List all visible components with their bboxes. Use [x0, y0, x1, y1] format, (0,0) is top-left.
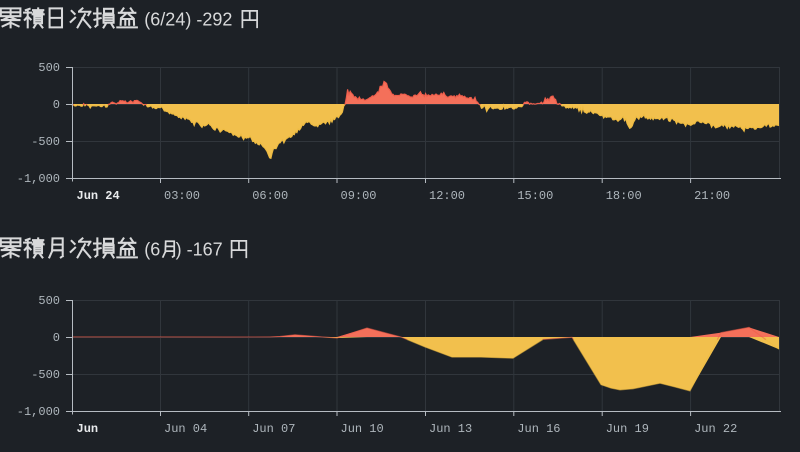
- svg-text:-500: -500: [31, 135, 60, 149]
- svg-text:-500: -500: [31, 368, 60, 382]
- svg-text:500: 500: [38, 61, 60, 75]
- svg-text:-1,000: -1,000: [17, 405, 60, 419]
- svg-text:06:00: 06:00: [252, 189, 288, 203]
- svg-text:(6/24) -292: (6/24) -292: [144, 9, 232, 29]
- svg-text:0: 0: [53, 98, 60, 112]
- svg-text:Jun 04: Jun 04: [164, 422, 207, 436]
- svg-text:Jun 13: Jun 13: [429, 422, 472, 436]
- svg-text:Jun: Jun: [77, 422, 99, 436]
- svg-text:(6: (6: [144, 239, 160, 259]
- svg-text:0: 0: [53, 331, 60, 345]
- svg-text:500: 500: [38, 294, 60, 308]
- svg-text:15:00: 15:00: [517, 189, 553, 203]
- svg-text:-1,000: -1,000: [17, 172, 60, 186]
- svg-text:Jun 10: Jun 10: [341, 422, 384, 436]
- svg-text:Jun 19: Jun 19: [606, 422, 649, 436]
- svg-text:Jun 22: Jun 22: [694, 422, 737, 436]
- svg-text:Jun 16: Jun 16: [517, 422, 560, 436]
- svg-text:18:00: 18:00: [606, 189, 642, 203]
- svg-text:Jun 24: Jun 24: [77, 189, 120, 203]
- svg-text:12:00: 12:00: [429, 189, 465, 203]
- svg-text:) -167: ) -167: [176, 239, 223, 259]
- svg-text:09:00: 09:00: [341, 189, 377, 203]
- svg-text:03:00: 03:00: [164, 189, 200, 203]
- svg-text:Jun 07: Jun 07: [252, 422, 295, 436]
- svg-text:21:00: 21:00: [694, 189, 730, 203]
